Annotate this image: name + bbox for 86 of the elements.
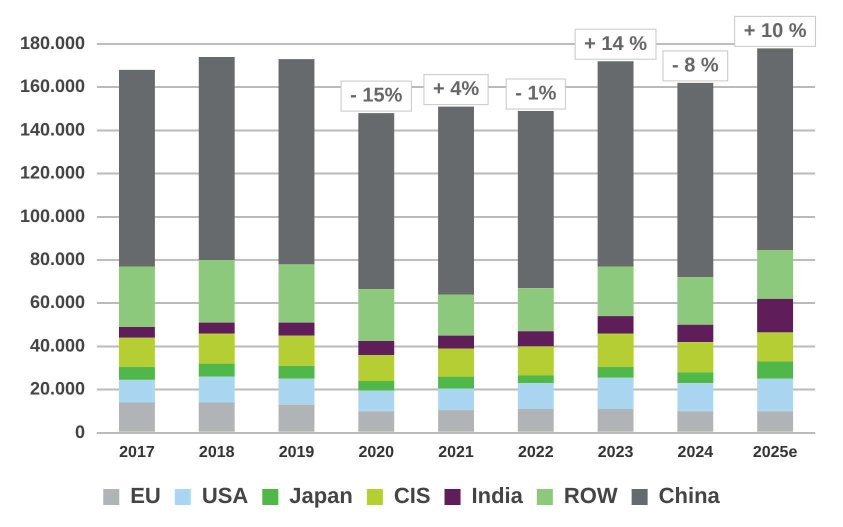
- bar: [677, 277, 714, 325]
- y-tick-label: 40.000: [30, 335, 86, 356]
- bar: [119, 366, 155, 380]
- bar: [438, 336, 474, 349]
- y-tick-label: 60.000: [30, 292, 86, 312]
- x-tick-label: 2023: [598, 444, 634, 461]
- x-tick-label: 2024: [678, 444, 714, 461]
- bar: [518, 376, 554, 384]
- bar: [358, 341, 394, 356]
- bar: [518, 110, 554, 288]
- bar: [358, 289, 394, 341]
- legend-label: EU: [130, 483, 161, 508]
- bar: [358, 355, 394, 381]
- bar: [757, 48, 794, 250]
- y-tick-label: 160.000: [20, 76, 86, 96]
- bar: [278, 264, 314, 323]
- bar: [757, 362, 794, 379]
- bar: [119, 380, 155, 403]
- y-tick-label: 140.000: [20, 119, 86, 140]
- annotation: + 10 %: [744, 20, 807, 42]
- legend-label: ROW: [564, 483, 618, 508]
- bar: [198, 364, 235, 377]
- bar: [438, 348, 474, 377]
- bar: [757, 378, 794, 412]
- annotation: + 4%: [432, 78, 480, 100]
- bar: [358, 113, 394, 290]
- bar: [598, 61, 634, 266]
- annotation: - 8 %: [672, 54, 719, 76]
- bar: [278, 366, 314, 379]
- bar: [119, 338, 155, 367]
- bar: [598, 266, 634, 316]
- bar: [358, 390, 394, 412]
- x-tick-label: 2018: [198, 444, 235, 461]
- y-tick-label: 100.000: [20, 206, 86, 226]
- bar: [598, 316, 634, 334]
- bar: [438, 376, 474, 389]
- annotation: + 14 %: [584, 32, 648, 55]
- bar: [198, 260, 235, 323]
- bar: [518, 346, 554, 376]
- bar: [598, 333, 634, 367]
- bar: [518, 288, 554, 332]
- bar: [278, 59, 314, 264]
- legend-label: China: [658, 483, 721, 508]
- bar: [518, 331, 554, 346]
- bar: [278, 378, 314, 405]
- bar: [358, 380, 394, 391]
- bar: [198, 56, 235, 260]
- legend-label: Japan: [289, 483, 353, 508]
- y-tick-label: 20.000: [30, 378, 86, 399]
- bar: [438, 388, 474, 410]
- bar: [677, 342, 714, 372]
- legend-label: CIS: [394, 483, 431, 508]
- bar: [677, 82, 714, 278]
- bar: [677, 324, 714, 342]
- y-tick-label: 120.000: [20, 162, 86, 183]
- bar: [198, 333, 235, 364]
- legend-label: India: [472, 483, 524, 508]
- bar: [198, 376, 235, 403]
- x-tick-label: 2020: [358, 444, 394, 461]
- x-tick-label: 2019: [278, 444, 314, 461]
- legend-label: USA: [202, 483, 248, 508]
- bar: [518, 383, 554, 410]
- y-tick-label: 180.000: [20, 32, 86, 53]
- bar: [598, 378, 634, 410]
- x-tick-label: 2021: [438, 444, 474, 461]
- bar: [119, 326, 155, 338]
- bar: [757, 250, 794, 299]
- bar: [677, 372, 714, 384]
- annotation: - 1%: [515, 82, 557, 104]
- bar: [278, 336, 314, 366]
- bar: [598, 366, 634, 378]
- annotation: - 15%: [350, 84, 403, 107]
- bar: [438, 106, 474, 295]
- bar: [438, 294, 474, 336]
- x-tick-label: 2017: [119, 444, 155, 461]
- y-tick-label: 0: [75, 422, 86, 442]
- bar: [198, 322, 235, 334]
- bar: [119, 70, 155, 266]
- x-tick-label: 2022: [518, 444, 554, 461]
- y-tick-label: 80.000: [30, 248, 86, 269]
- bar: [757, 332, 794, 362]
- x-tick-label: 2025e: [752, 444, 798, 461]
- bar: [677, 383, 714, 412]
- bar: [119, 266, 155, 327]
- bar: [757, 298, 794, 332]
- bar: [278, 322, 314, 336]
